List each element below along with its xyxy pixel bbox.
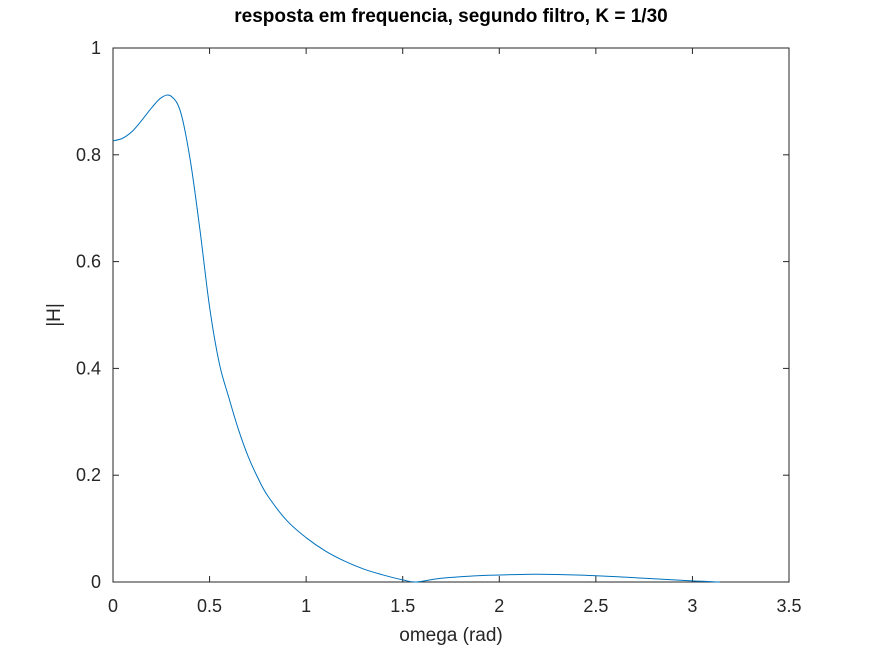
chart-title: resposta em frequencia, segundo filtro, … [234,6,667,27]
y-tick-label: 0.8 [76,145,101,165]
x-tick-label: 1.5 [390,596,415,616]
x-tick-label: 1 [301,596,311,616]
series-line [112,94,720,583]
y-tick-label: 0.2 [76,465,101,485]
y-axis: 0 0.2 0.4 0.6 0.8 1 [76,38,789,592]
y-tick-label: 1 [91,38,101,58]
y-tick-label: 0.6 [76,252,101,272]
x-axis-label: omega (rad) [399,625,503,646]
x-tick-label: 0.5 [197,596,222,616]
x-axis: 0 0.5 1 1.5 2 2.5 3 3.5 [108,48,802,616]
x-tick-label: 3.5 [776,596,801,616]
plot-area [112,47,790,583]
x-tick-label: 2 [494,596,504,616]
x-tick-label: 0 [108,596,118,616]
x-tick-label: 3 [687,596,697,616]
y-tick-label: 0.4 [76,358,101,378]
x-tick-label: 2.5 [583,596,608,616]
y-tick-label: 0 [91,572,101,592]
y-axis-label: |H| [44,303,65,327]
